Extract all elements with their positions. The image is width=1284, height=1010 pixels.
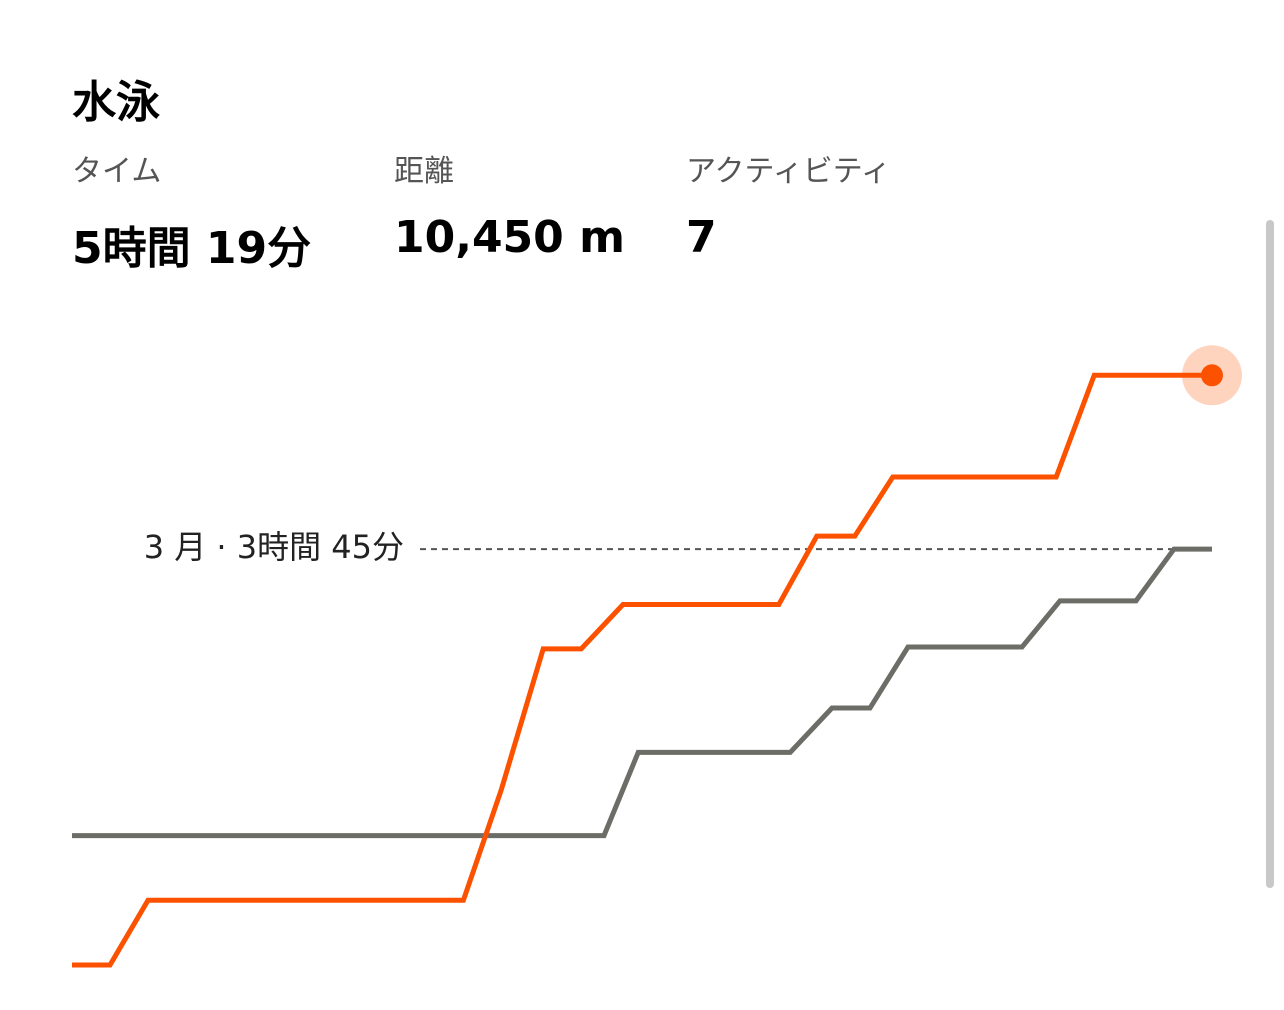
endpoint-dot [1201,364,1223,387]
title: 水泳 [72,77,160,128]
stat-label: 距離 [394,154,454,189]
stat-label: アクティビティ [686,154,891,189]
stat-label: タイム [72,154,162,189]
series-line [72,372,1212,968]
stat-value: 10,450 m [394,212,625,263]
stat-value: 7 [686,212,717,263]
stat: 距離 10,450 m [394,146,625,263]
stat-value: 5時間 19分 [72,223,312,274]
series-line [72,546,1212,839]
scrollbar [1266,220,1274,888]
reference-label: 3 月 · 3時間 45分 [144,528,404,566]
stat: アクティビティ 7 [686,146,891,263]
stat: タイム 5時間 19分 [72,146,311,276]
